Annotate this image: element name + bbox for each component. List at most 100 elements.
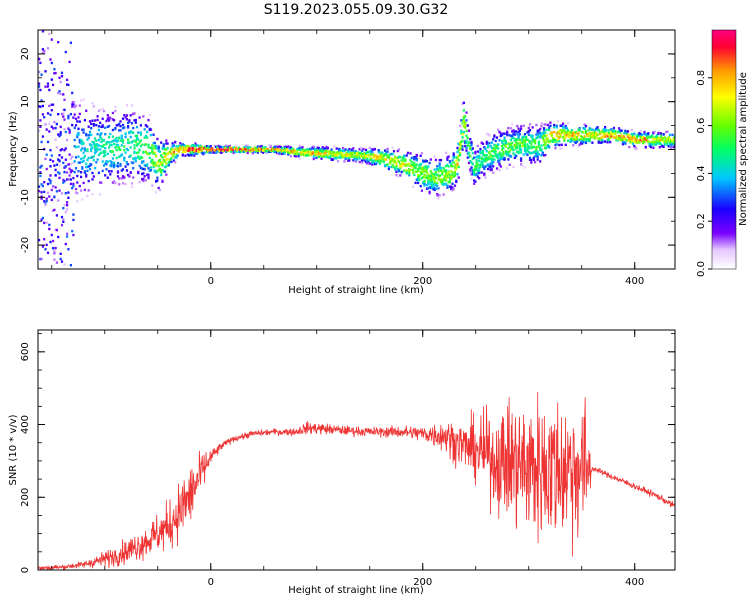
heatmap-cell <box>465 149 468 152</box>
heatmap-cell <box>226 146 229 149</box>
heatmap-cell <box>391 146 394 149</box>
heatmap-cell <box>124 182 127 186</box>
heatmap-cell <box>155 164 158 167</box>
heatmap-cell <box>58 76 61 79</box>
heatmap-cell <box>205 148 209 151</box>
heatmap-cell <box>537 129 540 132</box>
heatmap-cell <box>86 169 89 173</box>
heatmap-cell <box>68 153 71 156</box>
heatmap-cell <box>137 171 140 175</box>
heatmap-cell <box>209 145 212 148</box>
heatmap-cell <box>111 135 114 138</box>
heatmap-cell <box>521 144 524 148</box>
heatmap-cell <box>485 164 488 167</box>
heatmap-cell <box>64 164 67 168</box>
heatmap-cell <box>251 149 254 152</box>
heatmap-cell <box>268 149 271 152</box>
heatmap-cell <box>48 88 51 92</box>
heatmap-cell <box>94 119 97 122</box>
heatmap-cell <box>445 173 448 176</box>
heatmap-cell <box>448 160 451 163</box>
heatmap-cell <box>429 186 432 190</box>
heatmap-cell <box>47 8 49 10</box>
heatmap-cell <box>120 153 123 157</box>
heatmap-cell <box>40 195 43 198</box>
heatmap-cell <box>273 150 276 153</box>
heatmap-cell <box>403 155 406 158</box>
heatmap-cell <box>403 169 406 172</box>
heatmap-cell <box>504 140 507 143</box>
heatmap-cell <box>202 147 205 150</box>
heatmap-cell <box>528 141 532 144</box>
heatmap-cell <box>494 139 497 143</box>
heatmap-cell <box>314 153 317 156</box>
heatmap-cell <box>204 145 207 148</box>
heatmap-cell <box>515 147 518 150</box>
heatmap-cell <box>152 133 155 136</box>
heatmap-cell <box>294 152 298 156</box>
heatmap-cell <box>370 157 373 160</box>
heatmap-cell <box>57 158 60 161</box>
heatmap-cell <box>348 154 351 157</box>
heatmap-cell <box>564 136 567 139</box>
heatmap-cell <box>562 136 565 139</box>
heatmap-cell <box>135 151 139 155</box>
heatmap-cell <box>54 174 57 177</box>
heatmap-cell <box>559 124 562 127</box>
heatmap-cell <box>494 150 497 153</box>
heatmap-cell <box>321 154 324 158</box>
heatmap-cell <box>222 149 225 153</box>
heatmap-cell <box>459 147 462 150</box>
heatmap-cell <box>99 136 102 139</box>
heatmap-cell <box>106 160 109 163</box>
heatmap-cell <box>497 128 500 131</box>
heatmap-cell <box>66 138 69 142</box>
heatmap-cell <box>438 164 441 168</box>
heatmap-cell <box>391 152 394 156</box>
heatmap-cell <box>160 154 163 157</box>
heatmap-cell <box>177 146 181 150</box>
heatmap-cell <box>483 167 486 171</box>
heatmap-cell <box>130 104 133 107</box>
heatmap-cell <box>81 160 84 164</box>
heatmap-cell <box>250 147 253 150</box>
heatmap-cell <box>464 144 467 148</box>
heatmap-cell <box>55 271 57 273</box>
snr-xlabel: Height of straight line (km) <box>288 585 424 596</box>
heatmap-cell <box>556 139 560 143</box>
heatmap-cell <box>560 147 563 150</box>
heatmap-cell <box>376 155 379 158</box>
heatmap-cell <box>670 139 673 142</box>
heatmap-cell <box>266 149 270 152</box>
heatmap-cell <box>120 144 123 147</box>
heatmap-cell <box>536 158 539 161</box>
heatmap-cell <box>135 138 139 141</box>
heatmap-cell <box>404 164 407 167</box>
heatmap-cell <box>391 164 394 168</box>
heatmap-cell <box>672 141 675 145</box>
heatmap-cell <box>38 85 41 88</box>
heatmap-cell <box>638 141 641 144</box>
heatmap-cell <box>109 143 112 147</box>
heatmap-cell <box>53 72 56 75</box>
heatmap-cell <box>338 156 341 159</box>
heatmap-cell <box>493 150 496 154</box>
heatmap-cell <box>601 140 604 144</box>
heatmap-cell <box>581 135 584 139</box>
heatmap-cell <box>559 135 562 138</box>
heatmap-cell <box>394 160 397 163</box>
heatmap-cell <box>94 166 97 170</box>
heatmap-cell <box>258 148 261 151</box>
heatmap-cell <box>353 155 356 158</box>
heatmap-cell <box>459 141 462 144</box>
heatmap-cell <box>161 164 164 167</box>
heatmap-cell <box>287 151 290 154</box>
heatmap-cell <box>71 102 74 105</box>
heatmap-cell <box>205 145 209 148</box>
snr-series-line <box>38 392 675 570</box>
heatmap-cell <box>590 136 593 139</box>
heatmap-cell <box>100 181 103 184</box>
heatmap-cell <box>478 154 481 158</box>
heatmap-cell <box>434 187 437 190</box>
heatmap-cell <box>511 145 514 149</box>
